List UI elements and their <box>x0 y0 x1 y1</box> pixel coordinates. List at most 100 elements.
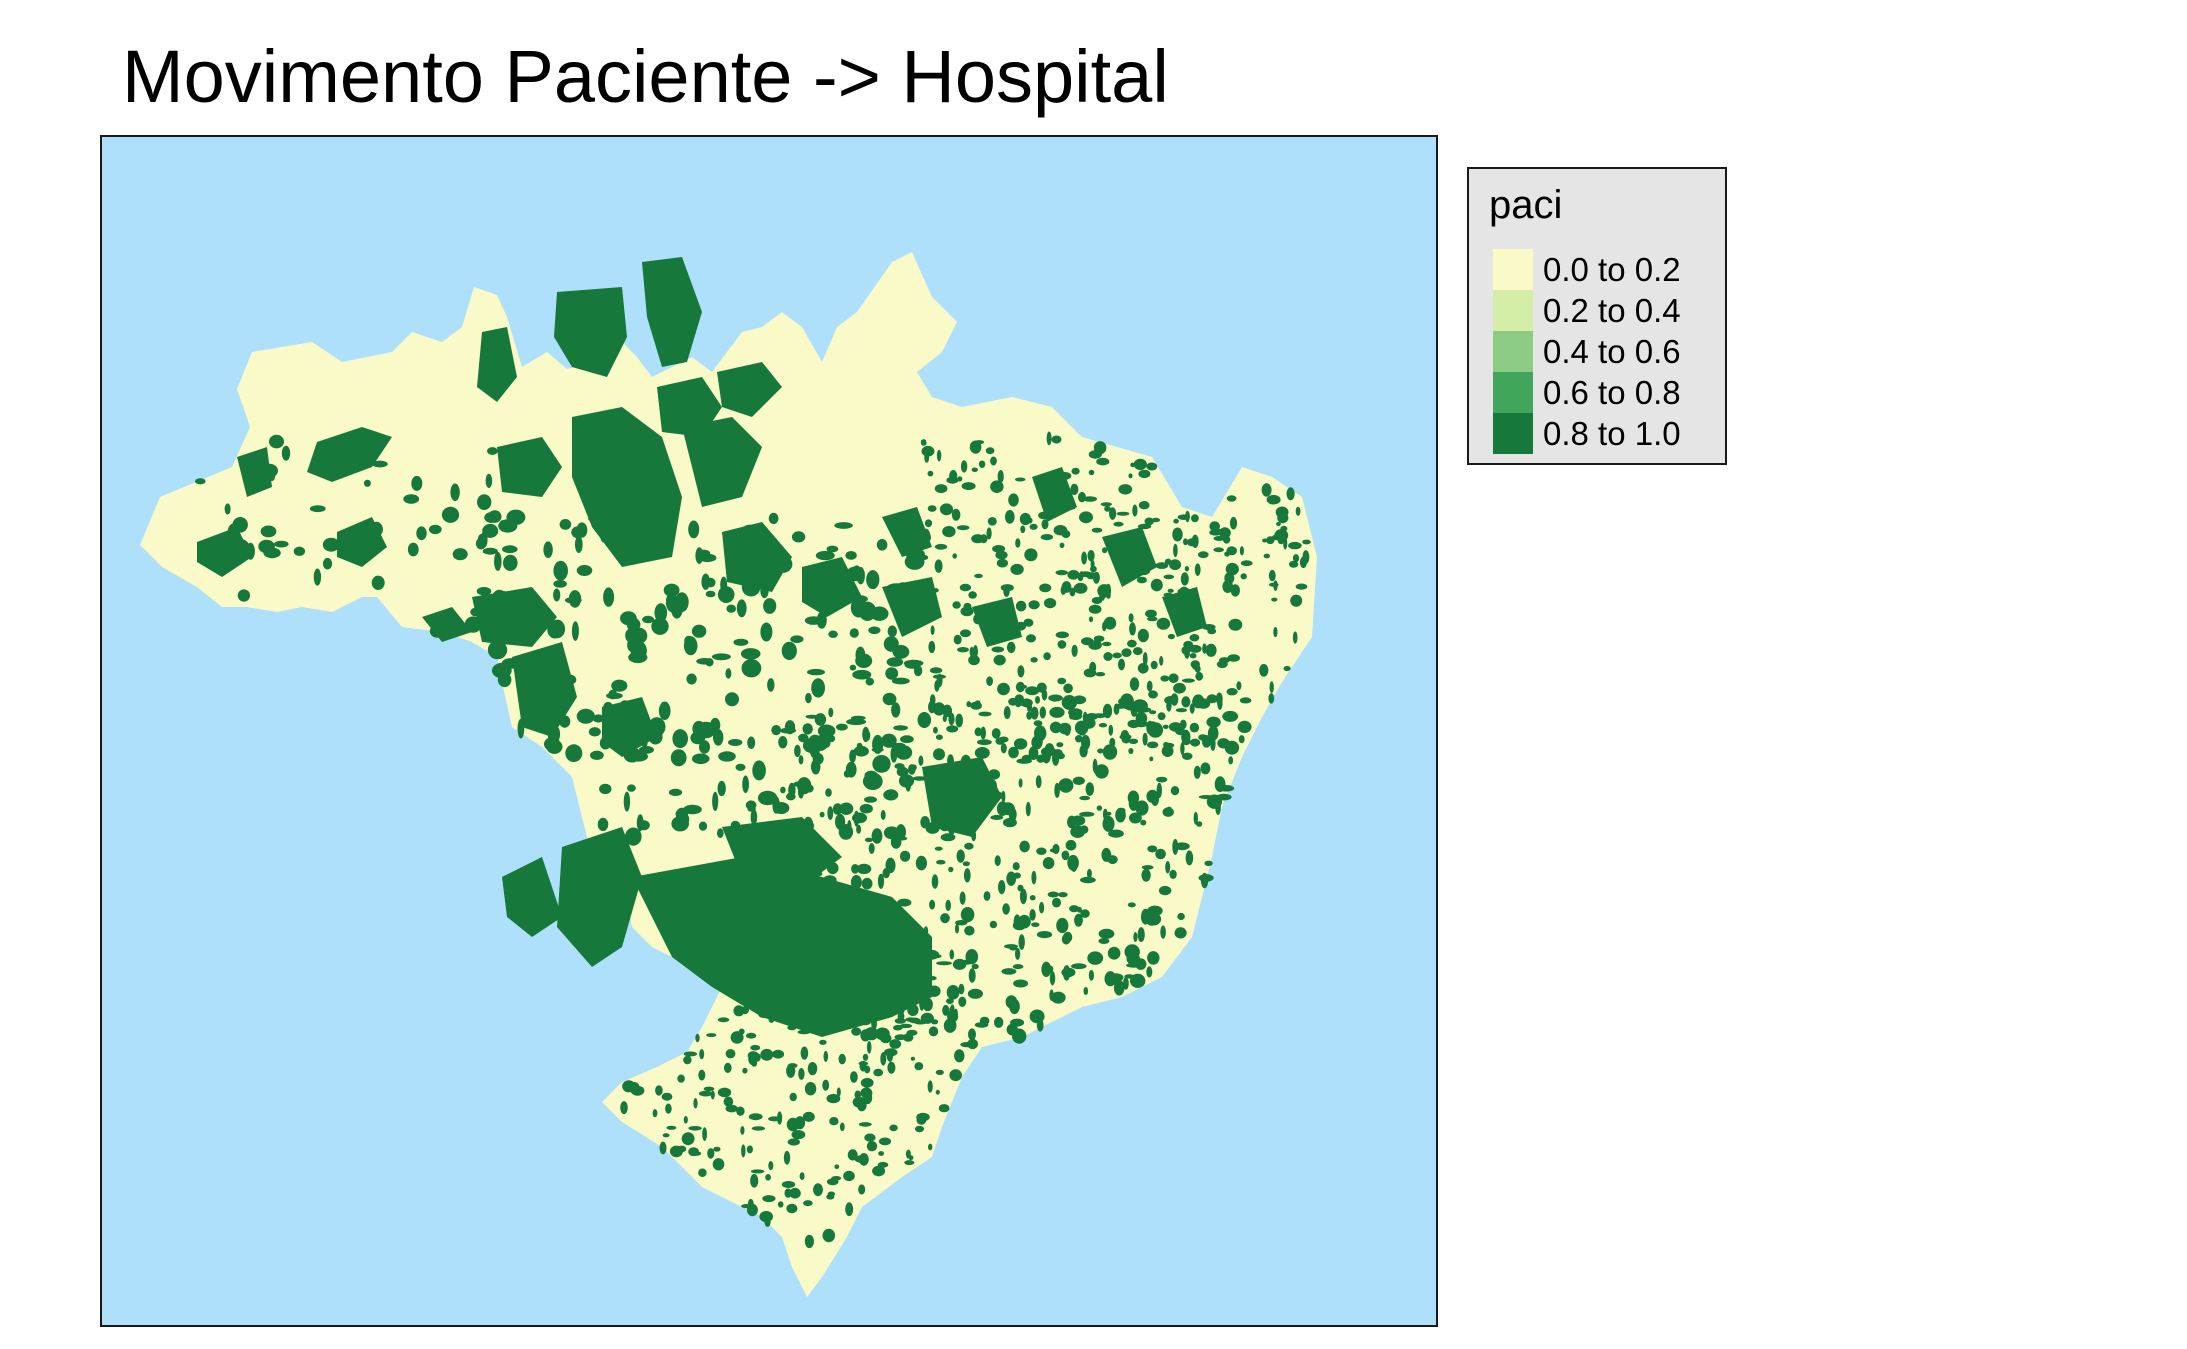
municipality-high <box>858 1015 872 1026</box>
municipality-high <box>970 701 982 710</box>
municipality-high <box>990 480 1004 494</box>
municipality-high <box>933 726 938 734</box>
municipality-high <box>742 775 749 794</box>
municipality-high <box>880 810 886 820</box>
municipality-high <box>851 1027 862 1036</box>
municipality-high <box>929 694 936 706</box>
municipality-high <box>997 604 1011 609</box>
municipality-high <box>849 628 859 638</box>
municipality-high <box>1145 609 1157 618</box>
municipality-high <box>1034 725 1047 742</box>
municipality-high <box>1177 514 1191 520</box>
municipality-high <box>1046 431 1052 446</box>
choropleth-map[interactable] <box>102 137 1436 1325</box>
municipality-high <box>979 609 986 614</box>
municipality-high <box>693 1098 698 1109</box>
municipality-high <box>861 877 873 890</box>
municipality-high <box>856 824 862 834</box>
municipality-high <box>1038 511 1050 520</box>
municipality-high <box>717 1017 730 1023</box>
municipality-high <box>1071 963 1087 970</box>
municipality-high <box>807 1062 818 1076</box>
municipality-high <box>832 803 843 815</box>
municipality-high <box>1061 933 1071 945</box>
municipality-high <box>1088 969 1094 981</box>
municipality-high <box>1013 738 1028 750</box>
municipality-high <box>968 968 976 983</box>
municipality-high <box>864 1065 871 1074</box>
municipality-high <box>1160 675 1170 682</box>
municipality-high <box>816 882 826 889</box>
municipality-high <box>868 626 881 635</box>
municipality-high <box>1147 616 1158 622</box>
municipality-high <box>925 1015 934 1020</box>
municipality-high <box>889 1039 902 1049</box>
municipality-high <box>1190 660 1201 669</box>
page-title: Movimento Paciente -> Hospital <box>122 35 1169 118</box>
map-panel[interactable] <box>100 135 1438 1327</box>
municipality-high <box>1146 680 1153 692</box>
municipality-high <box>839 802 854 815</box>
municipality-high <box>1003 585 1010 597</box>
municipality-high <box>1266 494 1281 505</box>
municipality-high <box>1137 523 1152 530</box>
municipality-high <box>885 908 893 922</box>
municipality-high <box>1128 473 1133 479</box>
municipality-high <box>592 714 605 723</box>
municipality-high <box>777 1201 784 1208</box>
municipality-high <box>951 508 961 521</box>
municipality-high <box>886 1049 894 1062</box>
municipality-high <box>896 836 908 841</box>
municipality-high <box>959 891 966 905</box>
municipality-high <box>658 701 671 721</box>
municipality-high <box>746 1145 754 1154</box>
municipality-high <box>1026 634 1036 643</box>
municipality-high <box>1163 574 1175 580</box>
municipality-high <box>956 849 965 863</box>
municipality-high <box>1146 912 1162 926</box>
municipality-high <box>712 791 719 812</box>
municipality-high <box>938 1104 950 1113</box>
municipality-high <box>1266 536 1275 545</box>
municipality-high <box>832 589 844 600</box>
municipality-high <box>1077 572 1084 582</box>
municipality-high <box>1087 550 1095 562</box>
municipality-high <box>559 715 571 728</box>
municipality-high <box>717 828 724 838</box>
municipality-high <box>1127 719 1140 729</box>
municipality-high <box>547 724 561 744</box>
municipality-high <box>971 467 978 473</box>
municipality-high <box>990 791 1004 800</box>
municipality-high <box>464 616 482 633</box>
municipality-high <box>934 846 943 851</box>
municipality-high <box>711 653 731 661</box>
municipality-high <box>996 558 1009 568</box>
municipality-high <box>1224 740 1240 755</box>
municipality-high <box>936 961 952 966</box>
municipality-high <box>1113 521 1124 527</box>
municipality-high <box>1006 641 1016 654</box>
municipality-high <box>666 1125 677 1130</box>
municipality-high <box>1123 977 1129 990</box>
municipality-high <box>826 862 839 875</box>
municipality-high <box>822 1079 830 1091</box>
municipality-high <box>1002 903 1010 915</box>
municipality-high <box>890 745 898 763</box>
municipality-high <box>957 525 970 531</box>
municipality-high <box>892 921 903 933</box>
municipality-high <box>642 615 655 624</box>
municipality-high <box>865 677 874 686</box>
municipality-high <box>886 657 904 667</box>
municipality-high <box>947 754 954 768</box>
municipality-high <box>1091 527 1103 533</box>
municipality-high <box>1081 551 1087 565</box>
municipality-high <box>1115 807 1126 823</box>
municipality-high <box>872 755 891 773</box>
municipality-high <box>608 689 618 700</box>
municipality-high <box>322 557 333 570</box>
municipality-high <box>1064 505 1076 510</box>
municipality-high <box>991 728 1001 739</box>
municipality-high <box>805 714 819 719</box>
municipality-high <box>212 537 230 556</box>
municipality-high <box>1224 572 1235 585</box>
